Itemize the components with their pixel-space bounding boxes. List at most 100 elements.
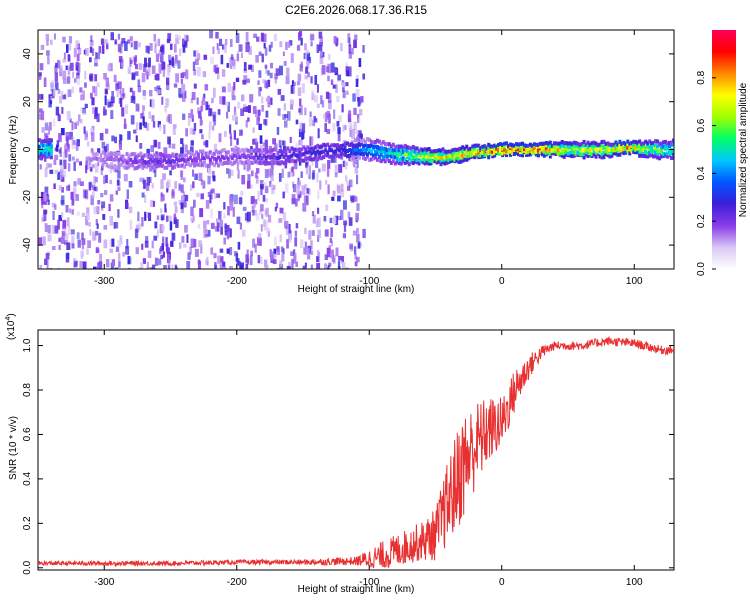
spectrogram-noise-cell [147, 46, 150, 54]
spectrogram-noise-cell [58, 149, 62, 154]
spectrogram-signal-cell [550, 151, 554, 156]
spectrogram-noise-cell [111, 238, 115, 247]
spectrogram-noise-cell [196, 192, 200, 197]
spectrogram-signal-cell [403, 158, 407, 163]
spectrogram-noise-cell [61, 230, 66, 237]
spectrogram-signal-cell [346, 154, 350, 159]
spectrogram-noise-cell [109, 179, 113, 185]
spectrogram-noise-cell [262, 33, 267, 43]
spectrogram-signal-cell [248, 160, 252, 165]
spectrogram-noise-cell [262, 79, 266, 84]
spectrogram-signal-cell [479, 153, 483, 158]
spectrogram-noise-cell [108, 203, 111, 212]
spectrogram-noise-cell [182, 71, 186, 77]
spectrogram-noise-cell [295, 198, 298, 207]
spectrogram-noise-cell [73, 191, 76, 202]
spectrogram-noise-cell [168, 114, 172, 124]
spectrogram-signal-cell [218, 150, 222, 155]
spectrogram-noise-cell [141, 72, 146, 83]
spectrogram-noise-cell [348, 179, 353, 188]
spectrogram-noise-cell [279, 65, 283, 76]
spectrogram-signal-cell [135, 154, 139, 159]
spectrogram-signal-cell [292, 159, 296, 164]
spectrogram-signal-cell [628, 141, 632, 146]
spectrogram-signal-cell [658, 151, 662, 156]
spectrogram-noise-cell [310, 76, 313, 84]
spectrogram-signal-cell [409, 150, 413, 155]
spectrogram-signal-cell [652, 154, 656, 159]
spectrogram-signal-cell [181, 163, 185, 168]
spectrogram-noise-cell [200, 243, 203, 254]
spectrogram-noise-cell [327, 53, 331, 60]
spectrogram-noise-cell [356, 159, 359, 168]
spectrogram-signal-cell [489, 144, 493, 149]
spectrogram-signal-cell [169, 163, 173, 167]
spectrogram-noise-cell [44, 223, 48, 232]
spectrogram-noise-cell [132, 90, 136, 101]
spectrogram-noise-cell [282, 212, 287, 221]
spectrogram-noise-cell [237, 169, 240, 179]
spectrogram-noise-cell [267, 95, 271, 104]
spectrogram-signal-cell [362, 147, 365, 152]
spectrogram-noise-cell [285, 41, 288, 50]
spectrogram-noise-cell [226, 231, 229, 240]
spectrogram-noise-cell [278, 173, 282, 182]
spectrogram-noise-cell [231, 86, 235, 97]
spectrogram-noise-cell [109, 167, 113, 174]
spectrogram-signal-cell [85, 156, 89, 161]
spectrogram-signal-cell [640, 144, 644, 149]
spectrogram-noise-cell [313, 116, 316, 121]
spectrogram-noise-cell [229, 196, 233, 205]
spectrogram-noise-cell [143, 121, 147, 128]
spectrogram-noise-cell [106, 148, 109, 154]
spectrogram-noise-cell [117, 33, 121, 40]
spectrogram-noise-cell [40, 110, 45, 121]
spectrogram-signal-cell [644, 154, 648, 159]
spectrogram-noise-cell [189, 127, 193, 135]
spectrogram-signal-cell [634, 146, 638, 150]
spectrogram-noise-cell [69, 131, 73, 140]
spectrogram-signal-cell [443, 161, 447, 166]
spectrogram-signal-cell [316, 157, 320, 162]
spectrogram-noise-cell [141, 192, 145, 198]
spectrogram-signal-cell [666, 151, 670, 156]
spectrogram-noise-cell [342, 90, 346, 99]
spectrogram-signal-cell [393, 148, 397, 153]
spectrogram-noise-cell [88, 182, 92, 191]
spectrogram-noise-cell [318, 168, 321, 173]
spectrogram-noise-cell [130, 59, 133, 64]
spectrogram-noise-cell [255, 213, 260, 221]
spectrogram-noise-cell [202, 180, 206, 189]
spectrogram-noise-cell [104, 95, 107, 106]
spectrogram-signal-cell [612, 142, 616, 147]
spectrogram-signal-cell [566, 144, 570, 149]
spectrogram-signal-cell [163, 165, 167, 170]
spectrogram-signal-cell [385, 157, 389, 162]
spectrogram-noise-cell [253, 33, 257, 38]
spectrogram-noise-cell [173, 83, 178, 88]
spectrogram-signal-cell [316, 143, 320, 148]
snr-y-tick-label: 0.6 [22, 427, 33, 441]
spectrogram-signal-cell [171, 165, 175, 170]
spectrogram-noise-cell [209, 194, 212, 204]
spectrogram-signal-cell [560, 149, 564, 154]
spectrogram-noise-cell [180, 202, 184, 210]
spectrogram-signal-cell [664, 143, 668, 147]
spectrogram-signal-cell [167, 153, 171, 158]
spectrogram-signal-cell [308, 156, 312, 161]
spectrogram-noise-cell [148, 212, 152, 221]
spectrogram-noise-cell [142, 105, 145, 111]
spectrogram-signal-cell [242, 154, 246, 158]
spectrogram-signal-cell [413, 157, 417, 162]
spectrogram-signal-cell [632, 143, 636, 148]
spectrogram-noise-cell [160, 196, 164, 203]
spectrogram-noise-cell [51, 80, 54, 89]
spectrogram-signal-cell [481, 147, 485, 152]
spectrogram-noise-cell [181, 143, 185, 154]
spectrogram-signal-cell [564, 144, 568, 148]
spectrogram-noise-cell [160, 208, 163, 214]
spectrogram-signal-cell [159, 163, 163, 168]
spectrogram-signal-cell [360, 148, 363, 153]
spectrogram-signal-cell [413, 150, 417, 155]
spectrogram-noise-cell [80, 107, 83, 113]
